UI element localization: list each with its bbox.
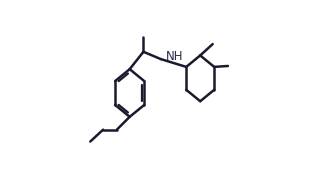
Text: NH: NH <box>165 50 183 63</box>
